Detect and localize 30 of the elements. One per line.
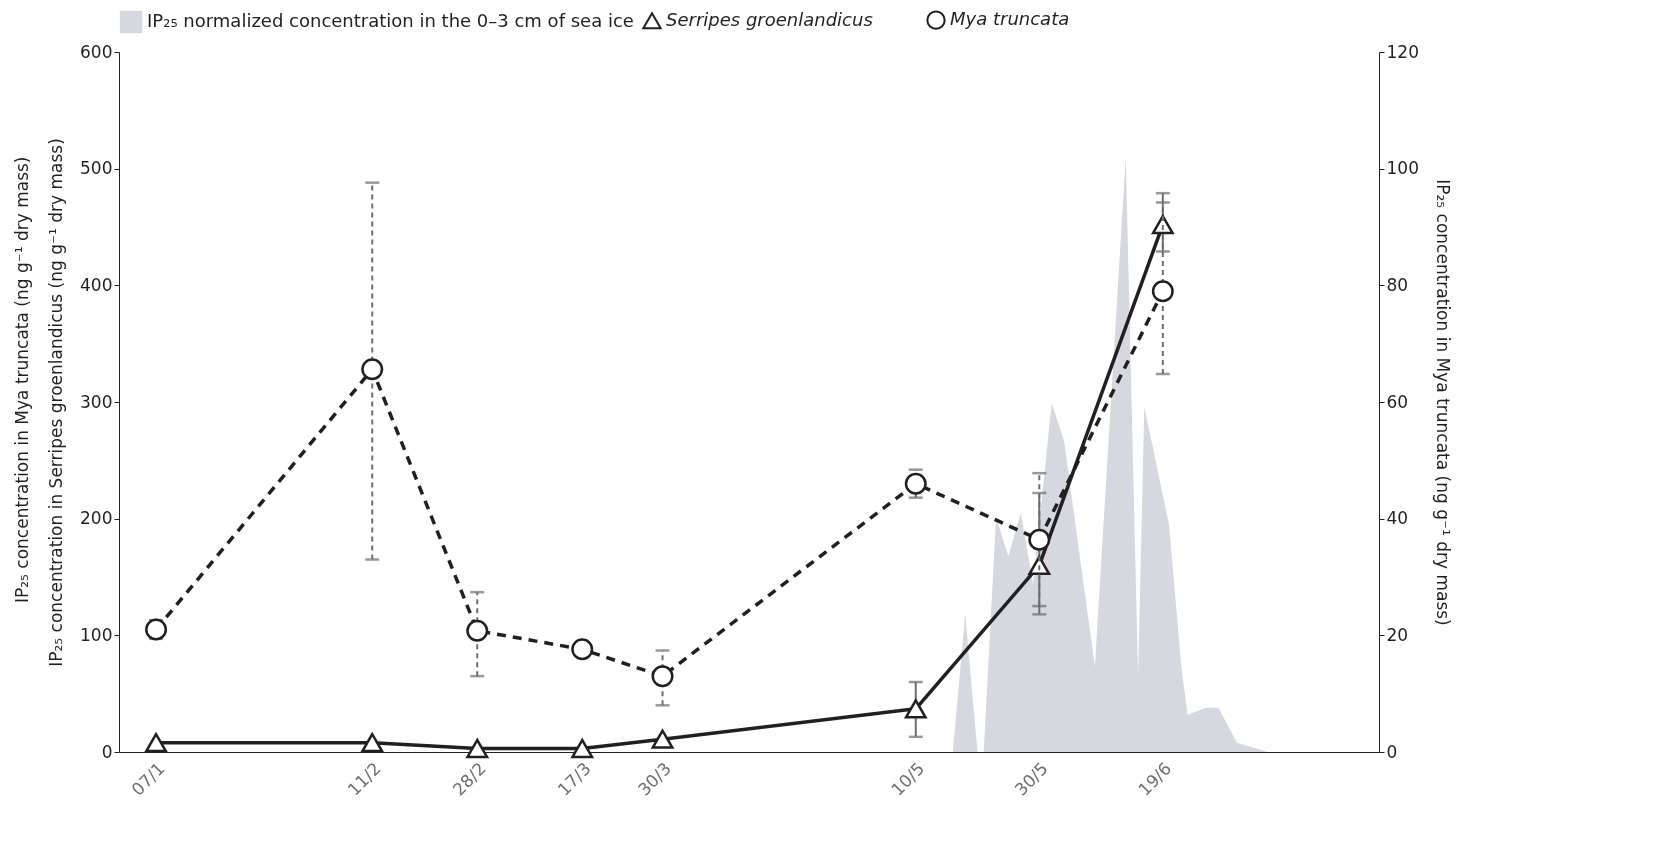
y2-tick-label: 20	[1386, 624, 1409, 645]
legend-label: Serripes groenlandicus	[666, 8, 873, 30]
y-tick-label: 600	[80, 41, 113, 62]
y-tick-label: 0	[101, 741, 113, 762]
y2-tick-label: 0	[1386, 741, 1398, 762]
y-axis-title: IP₂₅ concentration in Serripes groenlandicus (ng g⁻¹ dry mass)	[46, 138, 67, 667]
y-tick-label: 400	[80, 274, 113, 295]
point	[1028, 528, 1051, 551]
point	[904, 699, 927, 719]
point	[904, 472, 927, 495]
point	[361, 358, 384, 381]
legend-label: Mya truncata	[950, 8, 1070, 30]
point	[466, 619, 489, 642]
y2-tick-label: 60	[1386, 391, 1409, 412]
y-tick-label: 300	[80, 391, 113, 412]
point	[466, 738, 489, 759]
legend-label: IP₂₅ normalized concentration in the 0–3 cm of sea ice	[147, 10, 634, 31]
y2-axis-title: IP₂₅ concentration in Mya truncata (ng g⁻¹ dry mass)	[1432, 179, 1453, 626]
point	[361, 732, 384, 753]
point	[1151, 280, 1174, 303]
point	[1028, 555, 1051, 576]
y-tick-label: 500	[80, 158, 113, 179]
y-tick-label: 100	[80, 624, 113, 645]
y2-tick-label: 100	[1386, 158, 1419, 179]
y2-tick-label: 120	[1386, 41, 1419, 62]
y2-tick-label: 40	[1386, 508, 1409, 529]
text: IP₂₅ concentration in Mya truncata (ng g⁻¹ dry mass)	[12, 155, 33, 605]
point	[145, 732, 168, 753]
y2-tick-label: 80	[1386, 274, 1409, 295]
y-tick-label: 200	[80, 508, 113, 529]
